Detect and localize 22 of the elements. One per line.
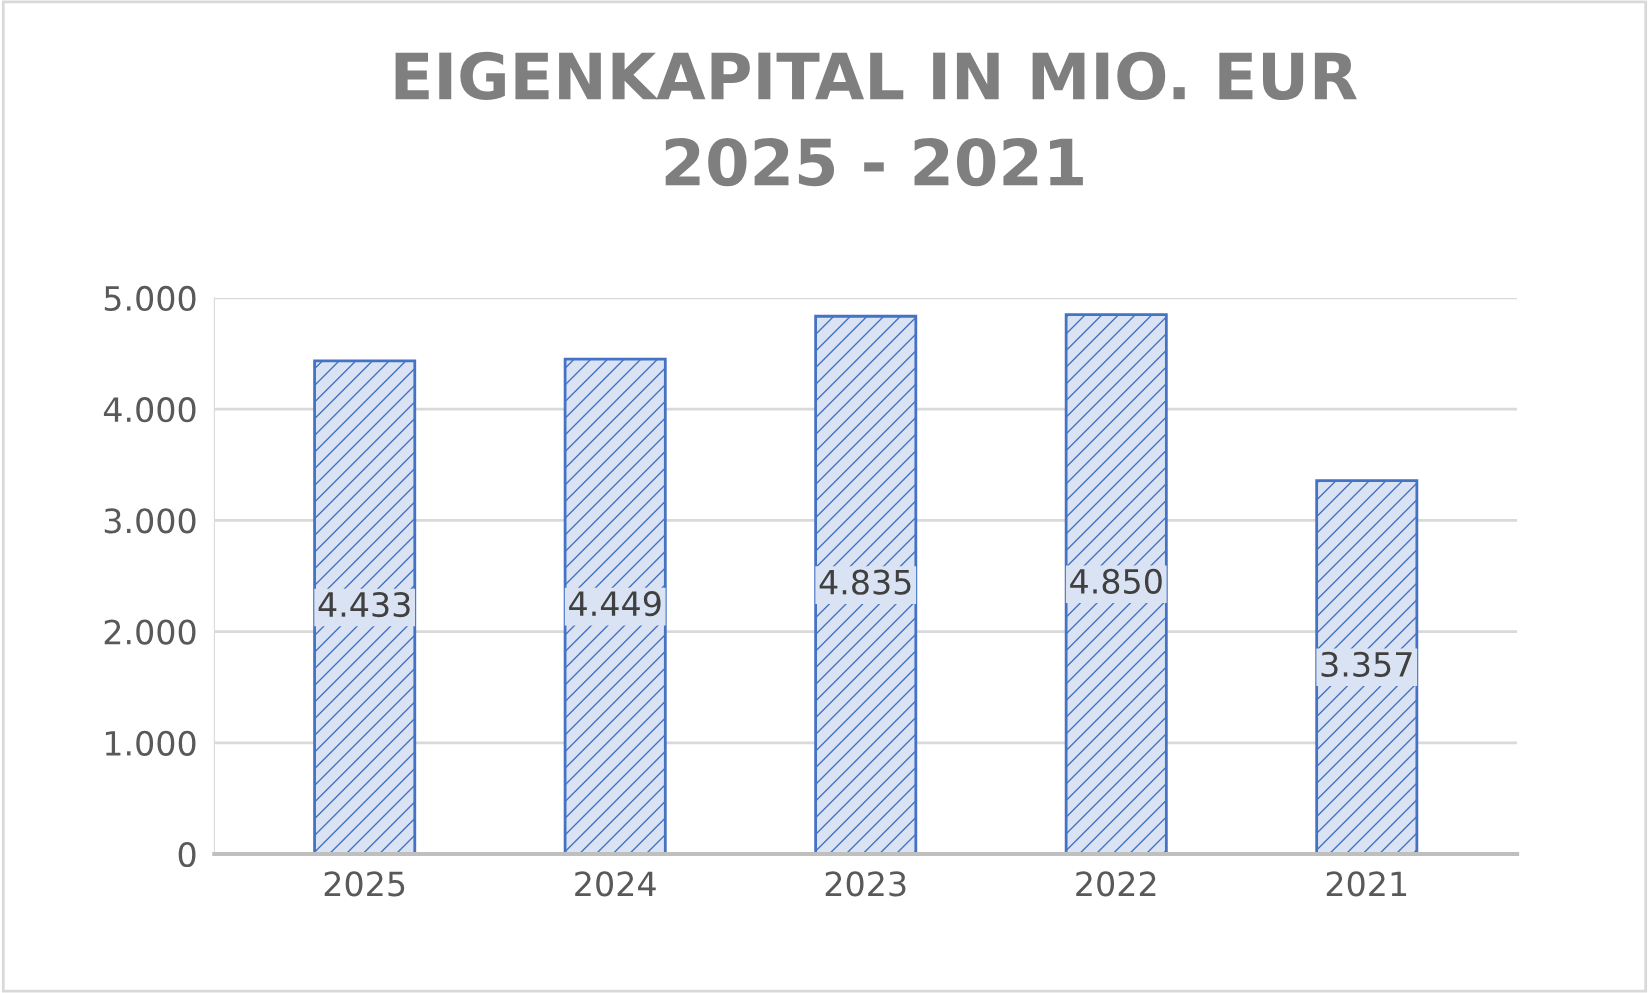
y-tick-label: 4.000 [103, 397, 196, 423]
y-tick-label: 2.000 [104, 619, 196, 645]
data-label: 3.357 [1321, 651, 1412, 677]
y-tick-label: 5.000 [104, 285, 196, 312]
data-label: 4.850 [1070, 568, 1162, 594]
y-tick-label: 0 [178, 841, 196, 868]
x-tick-label: 2025 [324, 871, 405, 897]
bar [814, 314, 918, 854]
bar [1315, 479, 1419, 854]
data-label: 4.835 [819, 569, 911, 595]
chart-title: EIGENKAPITAL IN MIO. EUR 2025 - 2021 [395, 51, 1357, 187]
x-tick-label: 2023 [825, 871, 906, 897]
x-tick-label: 2024 [575, 871, 656, 897]
bar [563, 357, 667, 854]
bar [1064, 313, 1168, 854]
y-tick-label: 1.000 [105, 730, 196, 756]
x-tick-label: 2022 [1076, 871, 1156, 897]
y-tick-label: 3.000 [104, 508, 196, 534]
data-label: 4.433 [318, 591, 410, 618]
x-tick-label: 2021 [1326, 871, 1407, 897]
bar [313, 359, 417, 854]
data-label: 4.449 [569, 591, 661, 617]
